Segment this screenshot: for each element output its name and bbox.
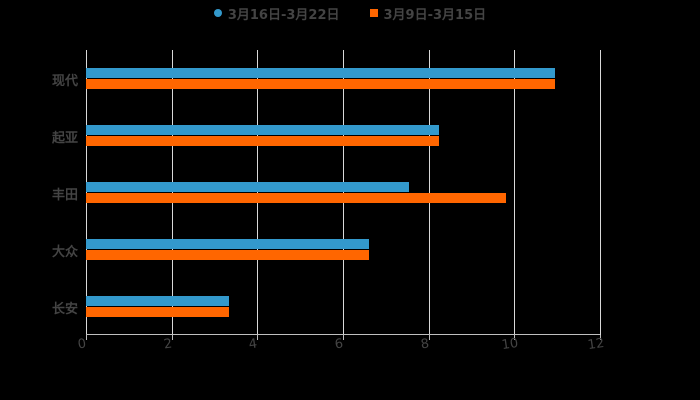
bar-mar9-15[interactable] <box>86 250 369 260</box>
gridline <box>600 50 601 335</box>
x-tick-label: 12 <box>580 335 612 354</box>
bar-mar16-22[interactable] <box>86 239 369 249</box>
legend-item-week-mar16-22[interactable]: 3月16日-3月22日 <box>214 4 340 23</box>
legend-label: 3月9日-3月15日 <box>384 4 487 23</box>
bar-mar16-22[interactable] <box>86 125 439 135</box>
category-label: 起亚 <box>0 127 78 146</box>
legend-circle-marker-icon <box>214 9 222 17</box>
plot-area <box>86 50 600 335</box>
category-label: 长安 <box>0 298 78 317</box>
legend-square-marker-icon <box>370 9 378 17</box>
bar-mar16-22[interactable] <box>86 296 229 306</box>
x-tick-label: 10 <box>494 335 526 354</box>
category-label: 丰田 <box>0 184 78 203</box>
x-tick-label: 6 <box>323 335 355 354</box>
category-label: 现代 <box>0 70 78 89</box>
bar-mar9-15[interactable] <box>86 136 439 146</box>
bar-mar9-15[interactable] <box>86 79 555 89</box>
legend-label: 3月16日-3月22日 <box>228 4 340 23</box>
gridline <box>514 50 515 335</box>
bar-mar16-22[interactable] <box>86 68 555 78</box>
legend-item-week-mar9-15[interactable]: 3月9日-3月15日 <box>370 4 487 23</box>
category-label: 大众 <box>0 241 78 260</box>
bar-mar9-15[interactable] <box>86 193 506 203</box>
x-tick-label: 0 <box>66 335 98 354</box>
chart-legend: 3月16日-3月22日 3月9日-3月15日 <box>0 3 700 23</box>
x-tick-label: 8 <box>409 335 441 354</box>
bar-mar16-22[interactable] <box>86 182 409 192</box>
x-tick-label: 2 <box>152 335 184 354</box>
x-tick-label: 4 <box>237 335 269 354</box>
bar-mar9-15[interactable] <box>86 307 229 317</box>
